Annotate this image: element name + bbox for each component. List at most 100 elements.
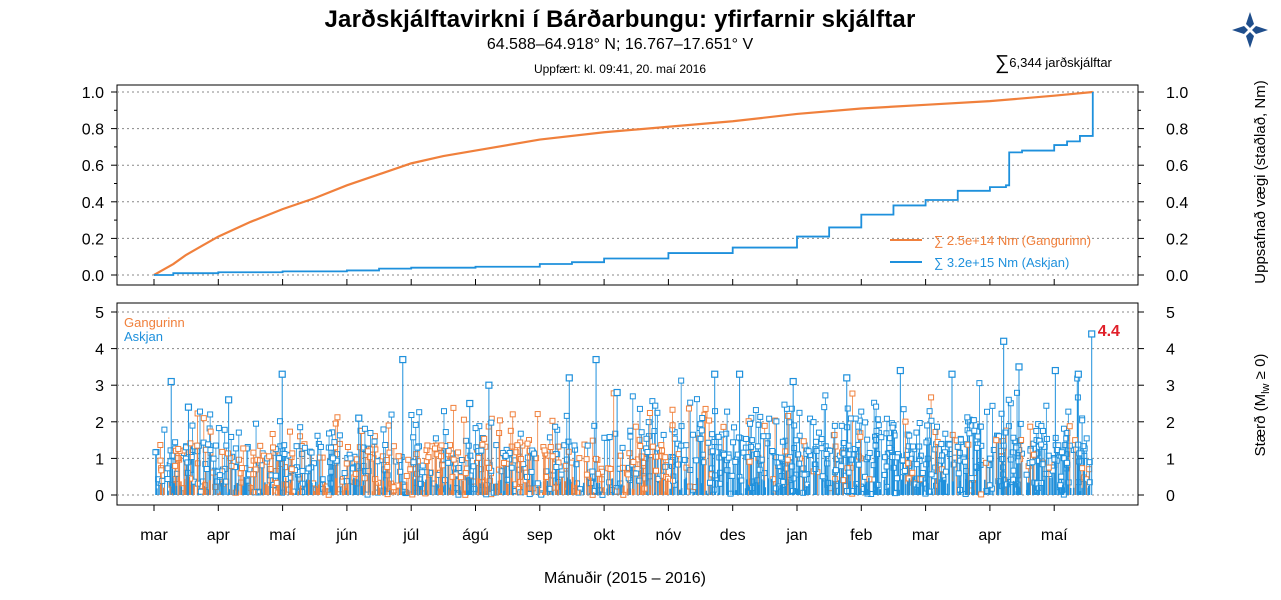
event-marker xyxy=(904,451,911,458)
event-marker xyxy=(210,455,217,462)
event-marker xyxy=(361,425,368,432)
event-marker xyxy=(308,449,315,456)
event-marker xyxy=(450,456,457,463)
event-marker xyxy=(670,477,677,484)
event-marker xyxy=(800,438,807,445)
event-marker xyxy=(607,465,614,472)
event-marker xyxy=(732,458,739,465)
event-marker xyxy=(957,436,964,443)
event-marker xyxy=(976,380,983,387)
event-marker xyxy=(175,445,182,452)
large-event-marker-10 xyxy=(613,388,621,397)
event-marker xyxy=(735,434,742,441)
event-marker xyxy=(440,408,447,415)
event-marker xyxy=(289,450,296,457)
event-marker xyxy=(589,468,596,475)
event-marker xyxy=(502,452,509,459)
event-marker xyxy=(223,442,230,449)
event-marker xyxy=(796,409,803,416)
event-marker xyxy=(157,457,164,464)
bottom-plot-frame xyxy=(116,302,1139,506)
event-marker xyxy=(617,452,624,459)
event-marker xyxy=(576,455,583,462)
event-marker xyxy=(1065,408,1072,415)
event-marker xyxy=(228,433,235,440)
event-marker xyxy=(334,414,341,421)
event-marker xyxy=(347,455,354,462)
event-marker xyxy=(152,449,159,456)
event-marker xyxy=(336,432,343,439)
event-marker xyxy=(857,433,864,440)
event-marker xyxy=(786,419,793,426)
event-marker xyxy=(305,465,312,472)
event-marker xyxy=(706,417,713,424)
x-tick-label-14: maí xyxy=(1041,527,1068,544)
large-event-marker-19 xyxy=(1051,366,1059,375)
event-marker xyxy=(472,425,479,432)
event-marker xyxy=(784,456,791,463)
event-marker xyxy=(862,419,869,426)
event-marker xyxy=(840,450,847,457)
event-marker xyxy=(687,399,694,406)
event-marker xyxy=(1017,420,1024,427)
event-marker xyxy=(625,471,632,478)
event-marker xyxy=(240,445,247,452)
event-marker xyxy=(297,424,304,431)
event-marker xyxy=(962,458,969,465)
event-marker xyxy=(970,417,977,424)
event-marker xyxy=(990,446,997,453)
event-marker xyxy=(709,431,716,438)
event-marker xyxy=(194,442,201,449)
event-marker xyxy=(493,442,500,449)
event-marker xyxy=(716,444,723,451)
event-marker xyxy=(998,448,1005,455)
event-marker xyxy=(447,442,454,449)
event-marker xyxy=(917,476,924,483)
top-y-tick-label-right: 0.2 xyxy=(1166,231,1188,248)
event-marker xyxy=(571,442,578,449)
event-marker xyxy=(913,429,920,436)
event-marker xyxy=(293,443,300,450)
event-marker xyxy=(889,424,896,431)
event-marker xyxy=(238,465,245,472)
large-event-marker-4 xyxy=(355,414,363,422)
event-marker xyxy=(813,447,820,454)
bottom-y-tick-label-left: 5 xyxy=(95,305,104,322)
event-marker xyxy=(702,405,709,412)
askjan-cumulative-line xyxy=(154,92,1094,276)
event-marker xyxy=(281,451,288,458)
event-marker xyxy=(405,456,412,463)
event-marker xyxy=(662,454,669,461)
event-marker xyxy=(384,463,391,470)
event-marker xyxy=(266,453,273,460)
event-marker xyxy=(938,441,945,448)
event-marker xyxy=(534,411,541,418)
event-marker xyxy=(215,425,222,432)
event-marker xyxy=(942,468,949,475)
event-marker xyxy=(508,464,515,471)
event-marker xyxy=(372,446,379,453)
event-marker xyxy=(172,462,179,469)
event-marker xyxy=(343,460,350,467)
event-marker xyxy=(756,466,763,473)
event-marker xyxy=(729,472,736,479)
event-marker xyxy=(1038,422,1045,429)
event-marker xyxy=(983,459,990,466)
top-y-tick-label-right: 1.0 xyxy=(1166,85,1188,102)
x-tick-label-8: nóv xyxy=(656,527,682,544)
bottom-y-tick-label-right: 3 xyxy=(1166,378,1175,395)
event-marker xyxy=(1060,425,1067,432)
event-marker xyxy=(388,411,395,418)
event-marker xyxy=(632,423,639,430)
event-marker xyxy=(329,455,336,462)
event-marker xyxy=(606,434,613,441)
event-marker xyxy=(205,441,212,448)
x-tick-label-3: jún xyxy=(335,527,357,544)
event-marker xyxy=(1010,434,1017,441)
event-marker xyxy=(910,443,917,450)
event-marker xyxy=(546,434,553,441)
event-marker xyxy=(987,455,994,462)
event-marker xyxy=(390,443,397,450)
event-marker xyxy=(968,475,975,482)
event-marker xyxy=(1005,396,1012,403)
